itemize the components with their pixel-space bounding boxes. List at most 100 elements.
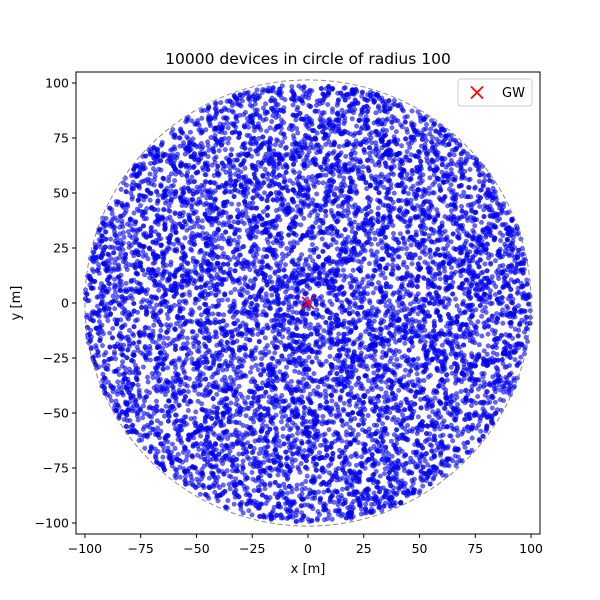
- device-point: [198, 433, 204, 439]
- device-point: [334, 246, 340, 252]
- device-point: [109, 211, 115, 217]
- device-point: [272, 404, 278, 410]
- device-point: [311, 371, 317, 377]
- device-point: [479, 313, 485, 319]
- device-scatter: [82, 83, 533, 525]
- device-point: [418, 337, 424, 343]
- device-point: [479, 333, 485, 339]
- device-point: [275, 472, 281, 478]
- device-point: [482, 305, 488, 311]
- device-point: [448, 182, 454, 188]
- device-point: [262, 486, 268, 492]
- device-point: [252, 438, 258, 444]
- device-point: [150, 375, 156, 381]
- device-point: [257, 350, 263, 356]
- device-point: [317, 450, 323, 456]
- device-point: [231, 219, 237, 225]
- device-point: [385, 398, 391, 404]
- device-point: [240, 458, 246, 464]
- device-point: [477, 203, 483, 209]
- device-point: [233, 476, 239, 482]
- device-point: [363, 501, 369, 507]
- device-point: [123, 280, 129, 286]
- device-point: [142, 445, 148, 451]
- device-point: [163, 403, 169, 409]
- device-point: [376, 280, 382, 286]
- device-point: [469, 435, 475, 441]
- device-point: [145, 256, 151, 262]
- device-point: [394, 357, 400, 363]
- device-point: [107, 330, 113, 336]
- device-point: [263, 101, 269, 107]
- device-point: [267, 274, 273, 280]
- device-point: [317, 349, 323, 355]
- device-point: [424, 405, 430, 411]
- device-point: [349, 477, 355, 483]
- device-point: [397, 231, 403, 237]
- device-point: [404, 149, 410, 155]
- device-point: [485, 343, 491, 349]
- device-point: [336, 331, 342, 337]
- device-point: [185, 407, 191, 413]
- device-point: [357, 317, 363, 323]
- device-point: [329, 516, 335, 522]
- device-point: [473, 307, 479, 313]
- device-point: [408, 152, 414, 158]
- device-point: [402, 367, 408, 373]
- device-point: [197, 491, 203, 497]
- device-point: [172, 473, 178, 479]
- device-point: [128, 277, 134, 283]
- device-point: [436, 266, 442, 272]
- device-point: [287, 178, 293, 184]
- device-point: [304, 283, 310, 289]
- device-point: [468, 403, 474, 409]
- device-point: [295, 130, 301, 136]
- device-point: [301, 448, 307, 454]
- device-point: [320, 418, 326, 424]
- device-point: [242, 274, 248, 280]
- device-point: [309, 242, 315, 248]
- device-point: [209, 241, 215, 247]
- device-point: [194, 184, 200, 190]
- device-point: [398, 122, 404, 128]
- device-point: [261, 190, 267, 196]
- device-point: [459, 203, 465, 209]
- device-point: [383, 390, 389, 396]
- device-point: [420, 483, 426, 489]
- chart-title: 10000 devices in circle of radius 100: [165, 50, 451, 68]
- device-point: [181, 140, 187, 146]
- device-point: [409, 261, 415, 267]
- device-point: [140, 248, 146, 254]
- device-point: [232, 286, 238, 292]
- device-point: [333, 239, 339, 245]
- device-point: [267, 482, 273, 488]
- device-point: [225, 297, 231, 303]
- device-point: [249, 365, 255, 371]
- device-point: [341, 318, 347, 324]
- device-point: [319, 236, 325, 242]
- device-point: [255, 367, 261, 373]
- device-point: [193, 409, 199, 415]
- device-point: [253, 362, 259, 368]
- device-point: [262, 335, 268, 341]
- device-point: [432, 395, 438, 401]
- device-point: [177, 135, 183, 141]
- device-point: [207, 210, 213, 216]
- device-point: [505, 305, 511, 311]
- device-point: [500, 233, 506, 239]
- device-point: [449, 189, 455, 195]
- device-point: [112, 351, 118, 357]
- device-point: [292, 368, 298, 374]
- device-point: [96, 319, 102, 325]
- device-point: [391, 157, 397, 163]
- device-point: [224, 98, 230, 104]
- device-point: [500, 263, 506, 269]
- device-point: [389, 114, 395, 120]
- device-point: [381, 471, 387, 477]
- device-point: [369, 387, 375, 393]
- device-point: [455, 454, 461, 460]
- device-point: [449, 370, 455, 376]
- device-point: [327, 370, 333, 376]
- device-point: [270, 328, 276, 334]
- device-point: [251, 488, 257, 494]
